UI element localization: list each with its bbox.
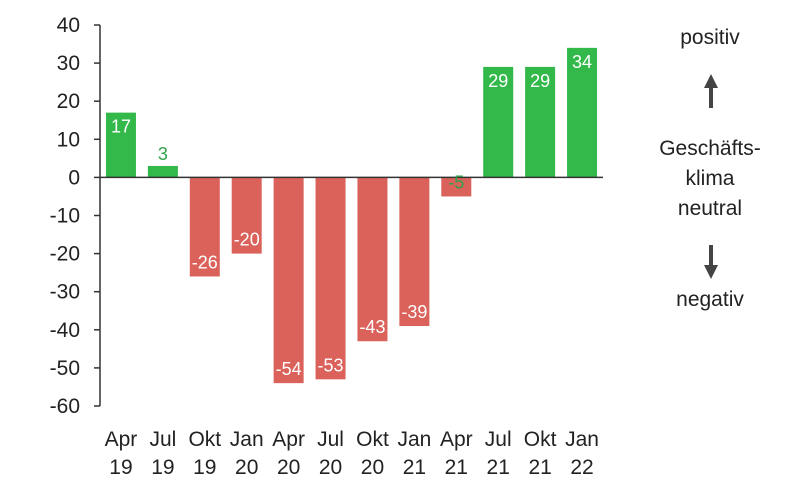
y-tick-label: -30 <box>50 281 80 304</box>
x-tick-label-year: 19 <box>151 456 174 479</box>
y-tick-label: 30 <box>57 52 80 75</box>
x-tick-label-month: Jul <box>485 428 512 451</box>
x-tick-label-month: Apr <box>105 428 138 451</box>
bar-data-label: -26 <box>192 252 218 272</box>
bar-labels: 17 3 -26 -20 -54 -53 -43 -39 -5 29 29 34 <box>111 52 592 379</box>
scale-label-negative: negativ <box>676 288 744 311</box>
bar <box>399 177 430 326</box>
bar <box>273 177 304 384</box>
x-tick-label-year: 19 <box>109 456 132 479</box>
x-tick-label-month: Apr <box>272 428 305 451</box>
x-tick-label-month: Okt <box>356 428 389 451</box>
x-tick-label-year: 22 <box>570 456 593 479</box>
bar-data-label: -43 <box>359 317 385 337</box>
x-axis: Apr 19 Jul 19 Okt 19 Jan 20 Apr 20 Jul 20 Okt 20 Jan 21… <box>105 428 599 479</box>
bar-data-label: 29 <box>530 71 550 91</box>
scale-label-neutral: Geschäfts- klima neutral <box>645 134 775 224</box>
bar <box>231 177 262 254</box>
bars <box>100 47 603 384</box>
x-tick-label-month: Okt <box>524 428 557 451</box>
x-tick-label-year: 20 <box>319 456 342 479</box>
y-tick-label: -50 <box>50 357 80 380</box>
bar-data-label: -5 <box>448 172 464 192</box>
bar <box>525 66 556 178</box>
bar <box>567 47 598 178</box>
y-axis: 40 30 20 10 0 -10 -20 -30 -40 -50 -60 <box>50 14 101 418</box>
bar <box>147 165 178 178</box>
bar <box>189 177 220 277</box>
x-tick-label-year: 20 <box>235 456 258 479</box>
bar-data-label: -39 <box>401 302 427 322</box>
scale-label-line3: neutral <box>677 197 743 220</box>
bar-data-label: 34 <box>572 52 592 72</box>
scale-label-line1: Geschäfts- <box>659 137 761 160</box>
bar-data-label: 29 <box>488 71 508 91</box>
bar-data-label: -20 <box>234 230 260 250</box>
x-tick-label-year: 20 <box>361 456 384 479</box>
x-tick-label-year: 21 <box>403 456 426 479</box>
bar <box>357 177 388 342</box>
x-tick-label-month: Okt <box>188 428 221 451</box>
x-tick-label-year: 21 <box>445 456 468 479</box>
arrow-down-icon <box>704 245 718 279</box>
bar-data-label: 17 <box>111 117 131 137</box>
scale-label-positive: positiv <box>680 26 740 49</box>
bar <box>441 177 472 197</box>
arrow-up-icon <box>704 74 718 108</box>
x-tick-label-year: 20 <box>277 456 300 479</box>
scale-label-line2: klima <box>685 167 735 190</box>
y-tick-label: 0 <box>68 166 80 189</box>
x-tick-label-year: 19 <box>193 456 216 479</box>
x-tick-label-month: Jul <box>317 428 344 451</box>
x-tick-label-month: Jan <box>397 428 431 451</box>
x-tick-label-year: 21 <box>487 456 510 479</box>
bar-data-label: 3 <box>158 144 168 164</box>
y-tick-label: -40 <box>50 319 80 342</box>
y-tick-label: 40 <box>57 14 80 37</box>
x-tick-label-month: Jan <box>565 428 599 451</box>
y-tick-label: -20 <box>50 243 80 266</box>
bar <box>315 177 346 380</box>
x-tick-label-month: Jan <box>230 428 264 451</box>
x-tick-label-month: Apr <box>440 428 473 451</box>
x-tick-label-year: 21 <box>528 456 551 479</box>
x-tick-label-month: Jul <box>149 428 176 451</box>
bar <box>105 112 136 178</box>
y-tick-label: 20 <box>57 90 80 113</box>
bar <box>483 66 514 178</box>
bar-data-label: -54 <box>276 359 302 379</box>
bar-data-label: -53 <box>318 355 344 375</box>
y-tick-label: -60 <box>50 395 80 418</box>
y-tick-label: -10 <box>50 205 80 228</box>
y-tick-label: 10 <box>57 128 80 151</box>
